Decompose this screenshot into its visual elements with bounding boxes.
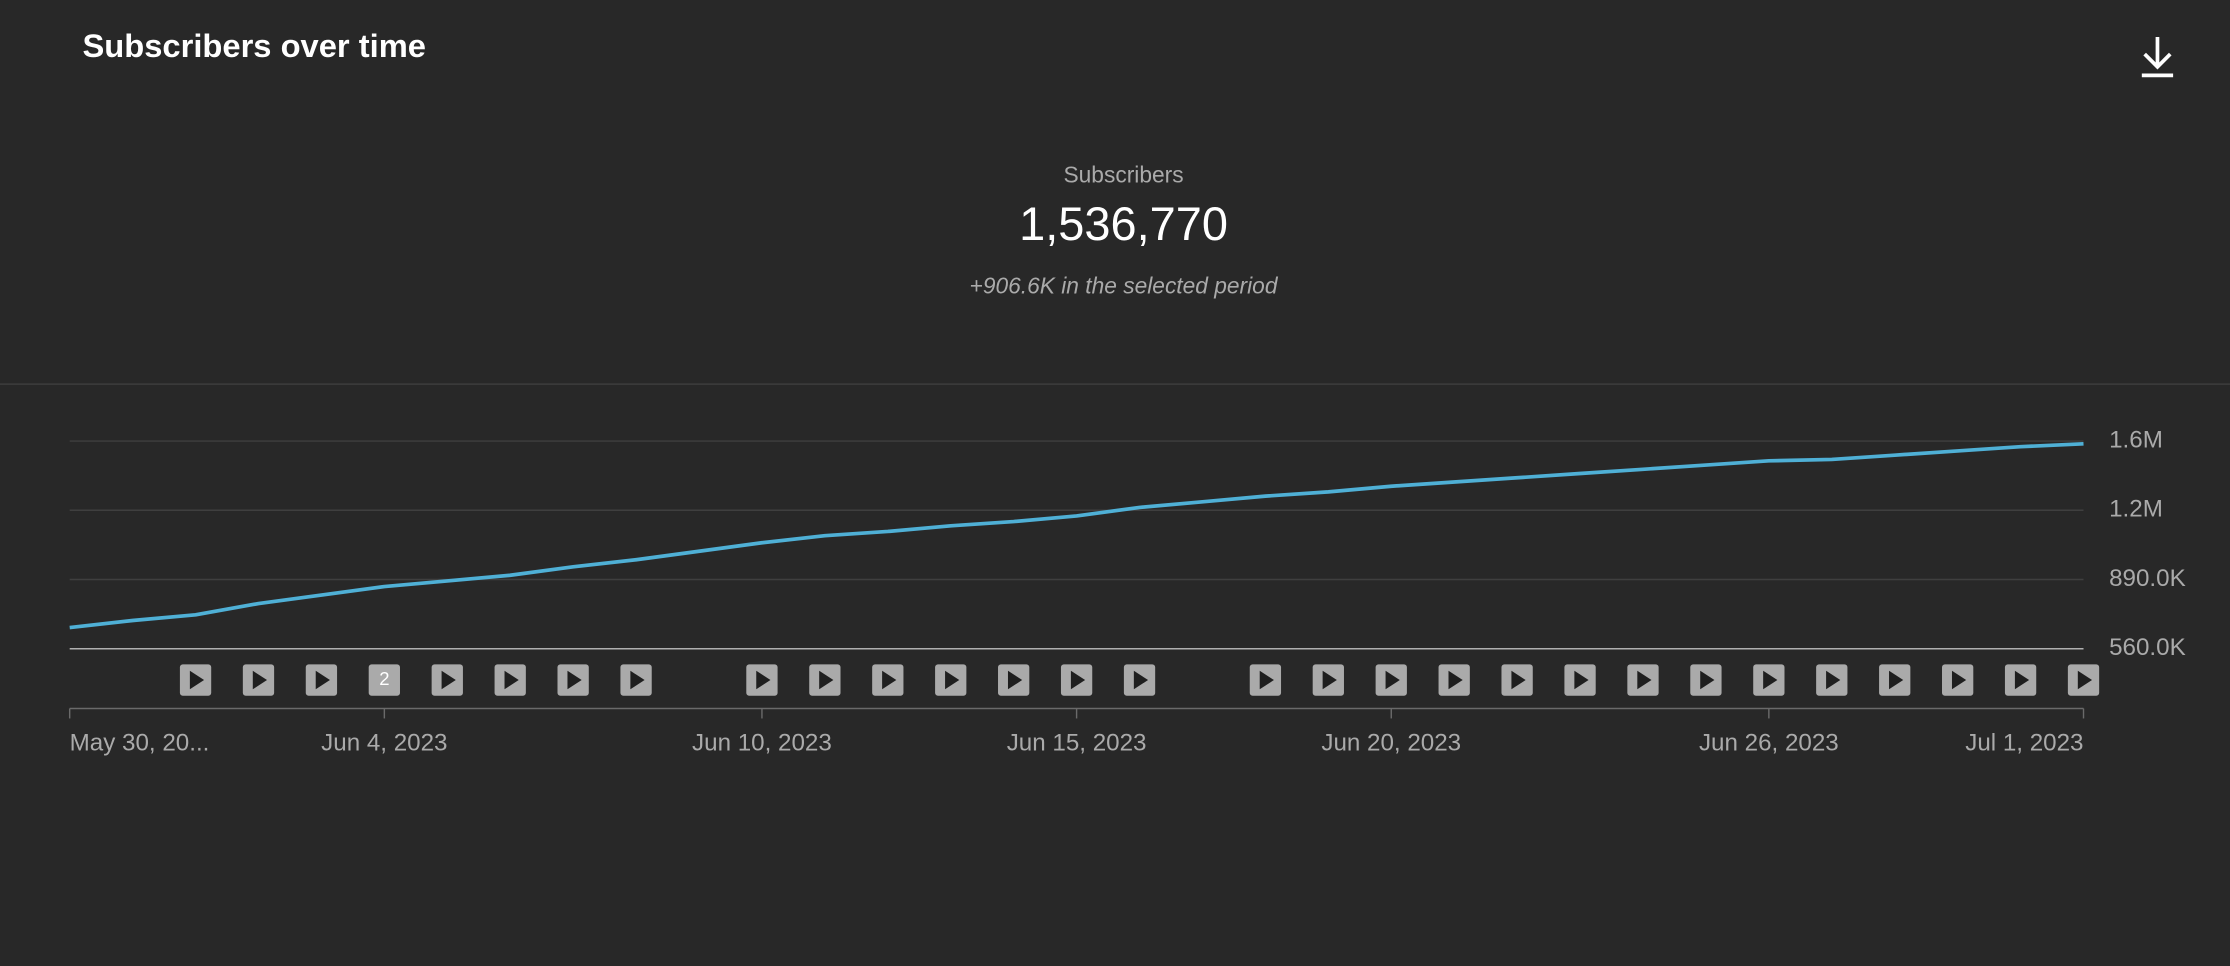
- play-icon: [315, 670, 330, 690]
- video-marker[interactable]: [1375, 664, 1407, 696]
- video-marker[interactable]: [431, 664, 463, 696]
- video-marker[interactable]: [557, 664, 589, 696]
- play-icon: [882, 670, 897, 690]
- play-icon: [1511, 670, 1526, 690]
- video-marker[interactable]: [746, 664, 778, 696]
- video-marker[interactable]: [620, 664, 652, 696]
- y-tick-label: 890.0K: [2109, 565, 2186, 592]
- play-icon: [945, 670, 960, 690]
- video-marker[interactable]: [2004, 664, 2037, 696]
- play-icon: [1637, 670, 1652, 690]
- video-marker[interactable]: [179, 664, 212, 696]
- video-marker[interactable]: [1753, 664, 1785, 696]
- play-icon: [1763, 670, 1778, 690]
- play-icon: [189, 670, 205, 690]
- x-tick-label: Jun 10, 2023: [692, 729, 832, 756]
- video-marker[interactable]: [1501, 664, 1533, 696]
- play-icon: [1070, 670, 1086, 690]
- video-marker[interactable]: [1627, 664, 1659, 696]
- play-icon: [2014, 670, 2030, 690]
- video-count: 2: [379, 668, 389, 689]
- video-marker-box: [368, 664, 400, 696]
- video-marker[interactable]: [1438, 664, 1470, 696]
- play-icon: [1574, 670, 1589, 690]
- video-marker[interactable]: [1312, 664, 1344, 696]
- play-icon: [1448, 670, 1463, 690]
- download-button[interactable]: [2141, 36, 2174, 78]
- y-tick-label: 1.2M: [2109, 496, 2163, 523]
- play-icon: [567, 670, 582, 690]
- play-icon: [441, 670, 456, 690]
- play-icon: [1322, 670, 1337, 690]
- video-marker[interactable]: [998, 664, 1030, 696]
- play-icon: [1826, 670, 1841, 690]
- video-marker[interactable]: [809, 664, 841, 696]
- video-marker[interactable]: [1249, 664, 1282, 696]
- play-icon: [1385, 670, 1400, 690]
- play-icon: [1951, 670, 1967, 690]
- video-marker[interactable]: [1060, 664, 1093, 696]
- video-marker[interactable]: [872, 664, 904, 696]
- video-marker[interactable]: [1123, 664, 1156, 696]
- x-tick-label: Jul 1, 2023: [1965, 729, 2083, 756]
- play-icon: [2077, 670, 2093, 690]
- x-tick-label: Jun 20, 2023: [1321, 729, 1461, 756]
- video-marker[interactable]: [1816, 664, 1848, 696]
- play-icon: [756, 670, 771, 690]
- play-icon: [1700, 670, 1715, 690]
- play-icon: [504, 670, 519, 690]
- video-marker[interactable]: [305, 664, 338, 696]
- play-icon: [1889, 670, 1904, 690]
- video-marker[interactable]: [1942, 664, 1974, 696]
- video-marker[interactable]: [494, 664, 526, 696]
- play-icon: [630, 670, 645, 690]
- play-icon: [1007, 670, 1023, 690]
- play-icon: [1133, 670, 1149, 690]
- series-line: [69, 441, 2084, 630]
- y-tick-label: 1.6M: [2109, 426, 2163, 453]
- y-tick-label: 560.0K: [2109, 634, 2186, 661]
- download-icon: [2143, 52, 2172, 70]
- play-icon: [1259, 670, 1274, 690]
- x-tick-label: Jun 26, 2023: [1699, 729, 1839, 756]
- video-marker[interactable]: [1879, 664, 1911, 696]
- play-icon: [819, 670, 834, 690]
- metric-label: Subscribers: [1063, 161, 1183, 187]
- video-marker[interactable]: [1690, 664, 1722, 696]
- video-marker[interactable]: [242, 664, 275, 696]
- play-icon: [252, 670, 268, 690]
- x-tick-label: Jun 15, 2023: [1007, 729, 1147, 756]
- metric-value: 1,536,770: [1019, 198, 1228, 250]
- video-marker[interactable]: 2: [368, 664, 400, 696]
- metric-change: +906.6K in the selected period: [970, 272, 1279, 298]
- video-marker[interactable]: [935, 664, 967, 696]
- x-tick-label: Jun 4, 2023: [321, 729, 447, 756]
- x-tick-label: May 30, 20...: [70, 729, 210, 756]
- video-marker[interactable]: [2067, 664, 2100, 696]
- chart-title: Subscribers over time: [82, 27, 425, 64]
- video-marker[interactable]: [1564, 664, 1596, 696]
